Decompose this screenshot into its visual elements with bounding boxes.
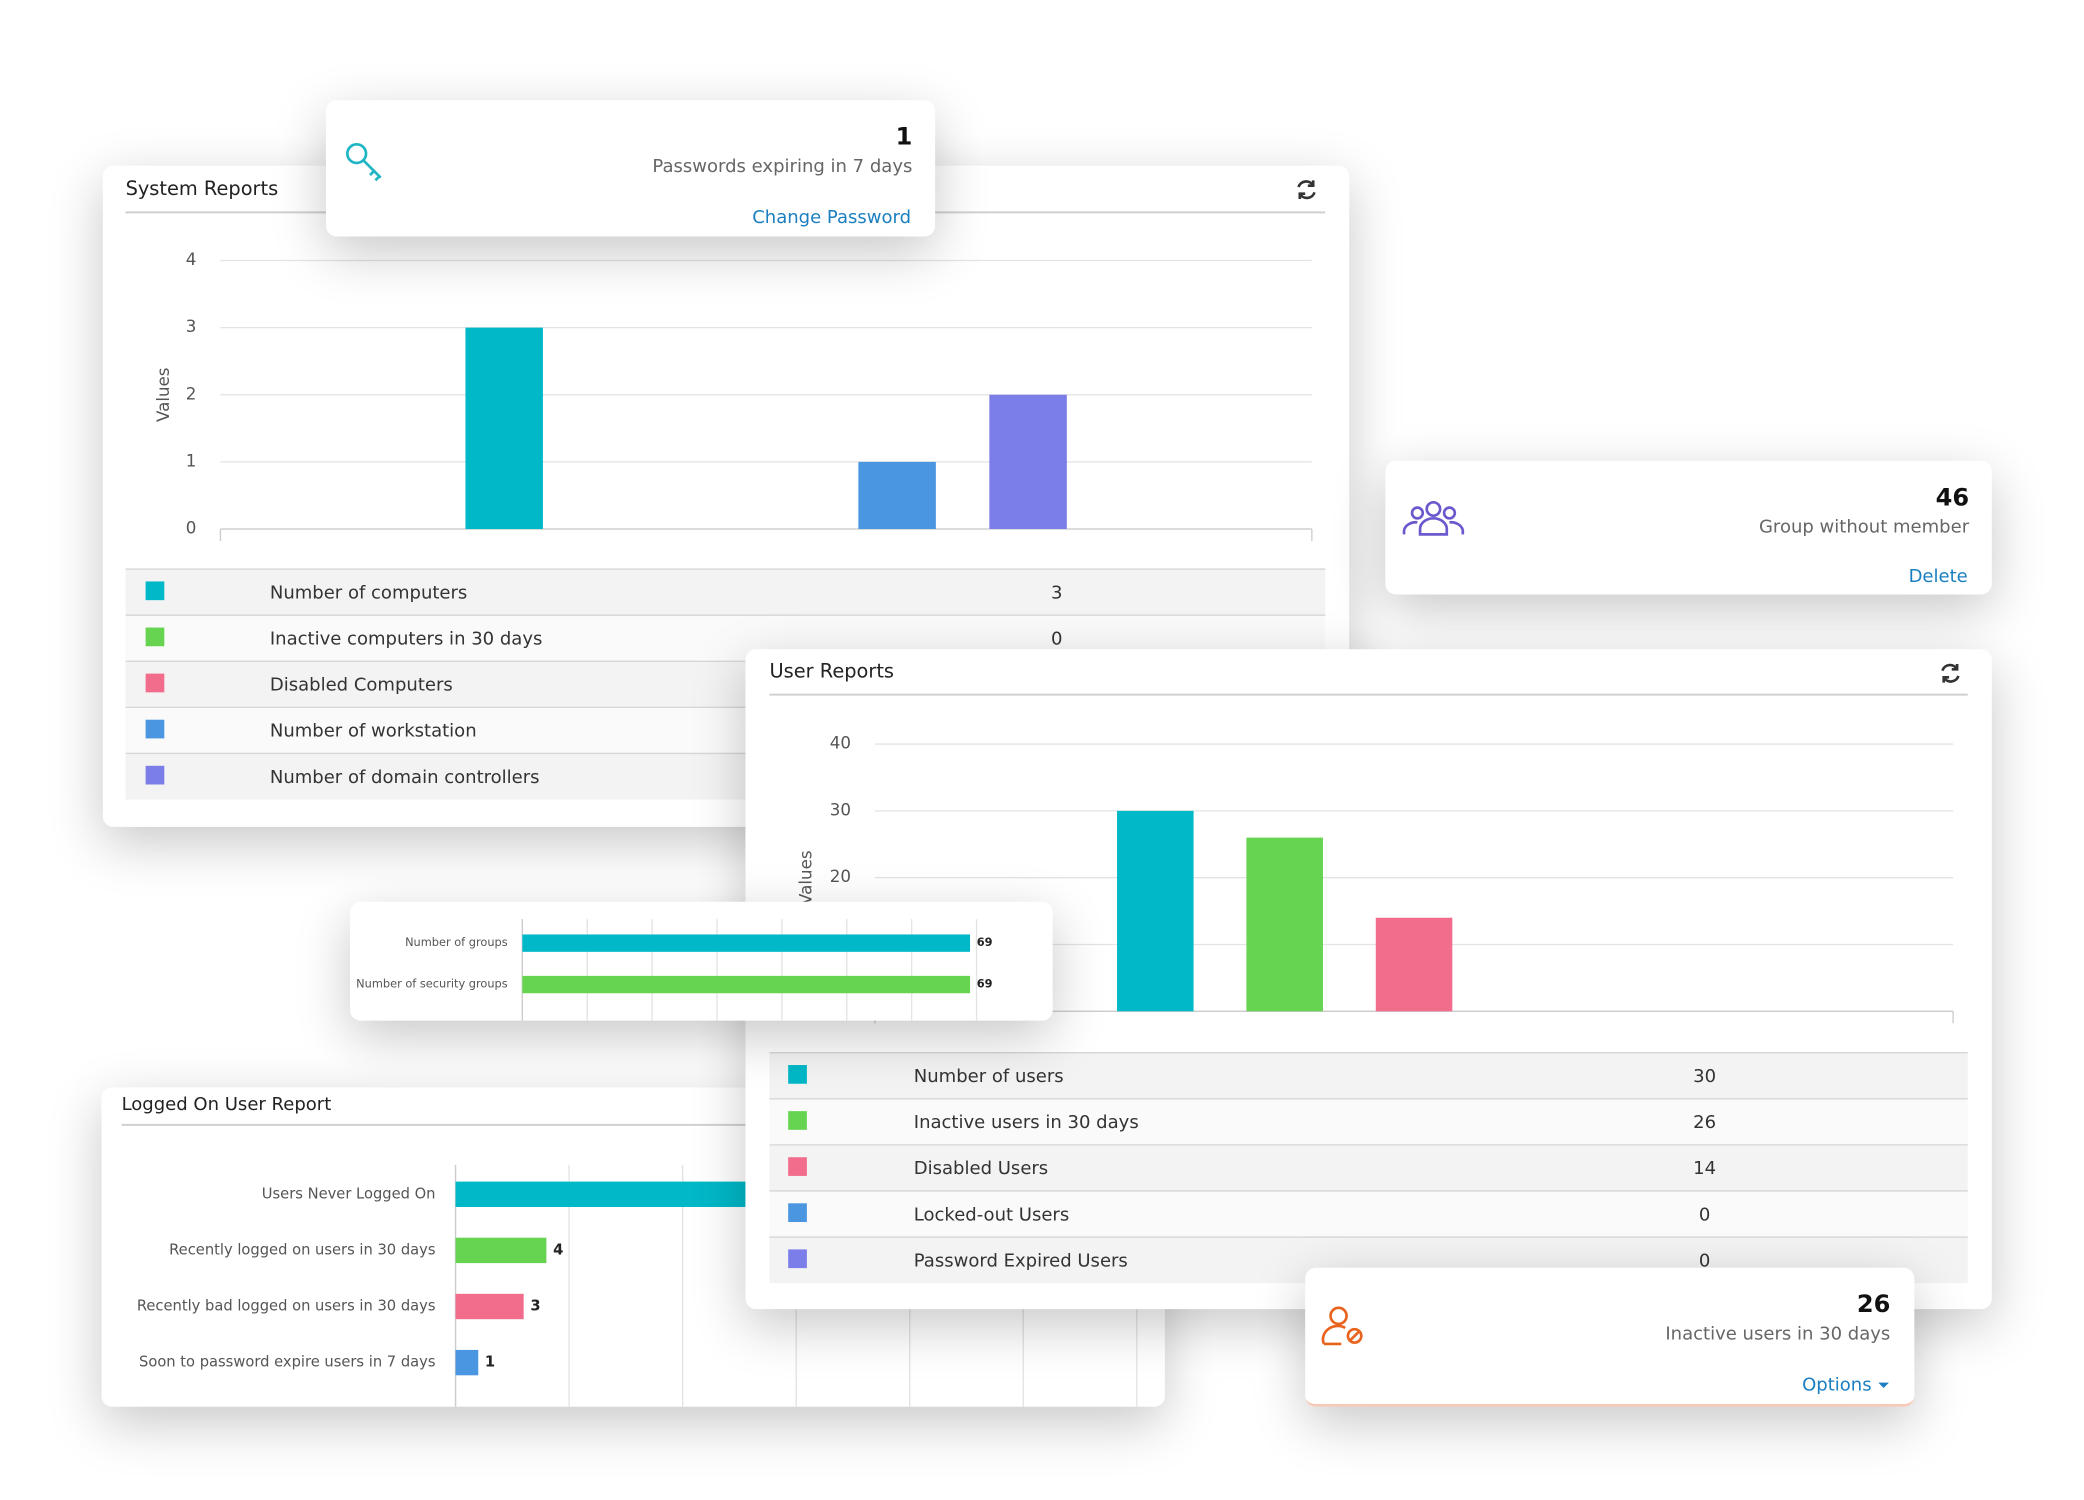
legend-swatch (145, 673, 165, 693)
table-row (125, 569, 1326, 616)
category-label: Recently bad logged on users in 30 days (137, 1298, 436, 1315)
bar (1375, 917, 1453, 1012)
legend-swatch (145, 765, 165, 785)
row-value: 30 (1693, 1066, 1716, 1087)
bar (455, 1349, 479, 1376)
row-label: Locked-out Users (914, 1204, 1069, 1225)
bar (455, 1237, 547, 1264)
bar (1246, 837, 1323, 1012)
row-label: Password Expired Users (914, 1250, 1128, 1271)
legend-swatch (145, 627, 165, 647)
bar (1117, 810, 1194, 1012)
system-reports-card: System Reports 0 1 2 3 4 Values Number of comp… (102, 165, 1350, 827)
group-icon (1402, 500, 1465, 536)
group-widget: 46 Group without member Delete (1402, 483, 1970, 587)
user-icon (1321, 1306, 1363, 1346)
logged-on-report: Logged On User Report Users Never Logged… (122, 1094, 1139, 1407)
category-label: Users Never Logged On (262, 1185, 436, 1202)
row-label: Inactive computers in 30 days (270, 629, 543, 650)
key-icon (345, 142, 382, 182)
bar (858, 461, 936, 530)
refresh-icon[interactable] (1297, 180, 1316, 200)
row-value: 0 (1699, 1250, 1710, 1271)
y-tick-label: 20 (830, 867, 851, 886)
legend-swatch (788, 1203, 807, 1223)
groups-summary: Number of groups 69 Number of security gro… (356, 919, 993, 1021)
password-card: 1 Passwords expiring in 7 days Change Pa… (325, 100, 936, 237)
table-row (769, 1052, 1968, 1099)
row-label: Number of computers (270, 582, 467, 603)
system-reports: System Reports 0 1 2 3 4 Values Number of comp… (125, 177, 1326, 800)
value-label: 69 (977, 977, 993, 991)
y-tick-label: 4 (186, 250, 197, 269)
row-label: Number of workstation (270, 721, 477, 742)
card-title: User Reports (769, 659, 894, 682)
groups-card: Number of groups 69 Number of security gro… (350, 901, 1053, 1021)
action-link[interactable]: Change Password (752, 207, 911, 228)
table-row (769, 1190, 1968, 1238)
bar (455, 1293, 524, 1320)
legend-swatch (145, 581, 165, 601)
action-link[interactable]: Options (1802, 1374, 1872, 1395)
row-label: Inactive users in 30 days (914, 1112, 1139, 1133)
caret[interactable] (1878, 1382, 1889, 1388)
refresh-icon[interactable] (1941, 663, 1960, 683)
row-label: Disabled Users (914, 1158, 1048, 1179)
category-label: Number of security groups (356, 977, 508, 991)
y-tick-label: 40 (830, 734, 851, 753)
legend-swatch (788, 1111, 807, 1130)
label: Inactive users in 30 days (1665, 1324, 1890, 1345)
bar (465, 327, 543, 530)
logged-on-card: Logged On User Report Users Never Logged… (101, 1087, 1165, 1407)
group-card: 46 Group without member Delete (1385, 460, 1992, 595)
y-axis-label: Values (154, 367, 173, 422)
inactive-widget: 26 Inactive users in 30 days Options (1321, 1290, 1890, 1395)
row-value: 26 (1693, 1112, 1716, 1133)
value-label: 4 (553, 1241, 563, 1258)
count: 26 (1857, 1290, 1890, 1318)
bar (522, 934, 971, 952)
action-link[interactable]: Delete (1909, 566, 1968, 587)
y-tick-label: 0 (186, 519, 197, 538)
value-label: 69 (977, 935, 993, 949)
table-row (769, 1098, 1968, 1145)
y-tick-label: 2 (186, 384, 197, 403)
value-label: 1 (485, 1354, 495, 1371)
user-reports: User Reports 010203040ValuesNumber of us… (769, 659, 1968, 1284)
row-value: 0 (1699, 1204, 1710, 1225)
category-label: Soon to password expire users in 7 days (139, 1354, 435, 1371)
card-title: Logged On User Report (122, 1094, 332, 1115)
row-value: 14 (1693, 1158, 1716, 1179)
legend-swatch (788, 1157, 807, 1176)
inactive-card: 26 Inactive users in 30 days Options (1305, 1267, 1915, 1407)
category-label: Recently logged on users in 30 days (169, 1241, 435, 1258)
label: Group without member (1759, 517, 1970, 538)
legend-swatch (788, 1065, 807, 1084)
legend-swatch (788, 1249, 807, 1269)
label: Passwords expiring in 7 days (652, 156, 912, 177)
row-label: Disabled Computers (270, 675, 453, 696)
y-tick-label: 1 (186, 451, 197, 470)
password-widget: 1 Passwords expiring in 7 days Change Pa… (345, 123, 913, 228)
bar (989, 394, 1067, 530)
row-label: Number of domain controllers (270, 767, 540, 788)
count: 46 (1936, 483, 1969, 511)
row-value: 3 (1051, 582, 1062, 603)
legend-swatch (145, 719, 165, 739)
user-reports-card: User Reports 010203040ValuesNumber of us… (745, 649, 1992, 1310)
y-tick-label: 3 (186, 317, 197, 336)
count: 1 (896, 123, 913, 151)
row-value: 0 (1051, 629, 1062, 650)
y-axis-label: Values (796, 850, 815, 905)
table-row (769, 1144, 1968, 1191)
value-label: 3 (530, 1298, 540, 1315)
row-label: Number of users (914, 1066, 1064, 1087)
y-tick-label: 30 (830, 800, 851, 819)
category-label: Number of groups (405, 935, 508, 949)
card-title: System Reports (126, 177, 279, 200)
bar (522, 975, 971, 994)
